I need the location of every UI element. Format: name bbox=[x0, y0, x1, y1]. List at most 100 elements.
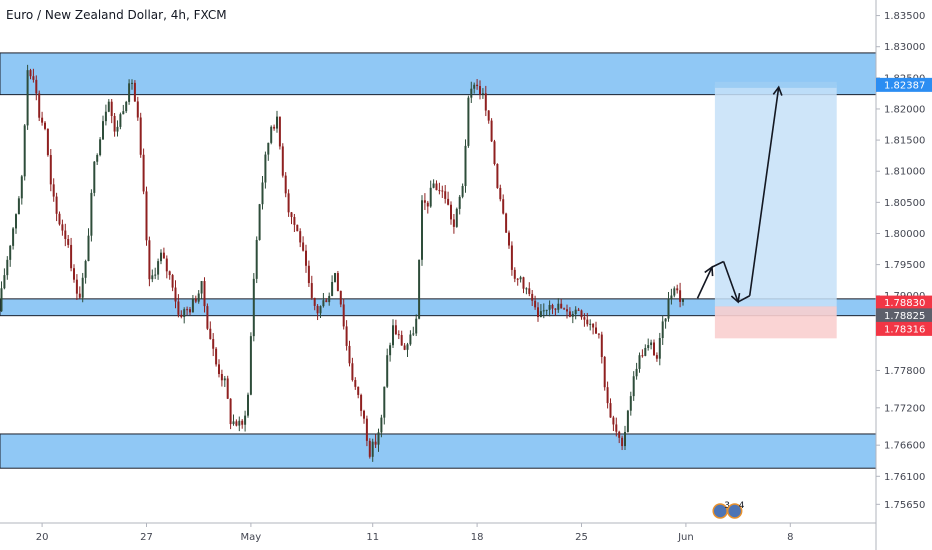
price-tick-label: 1.81500 bbox=[884, 136, 925, 147]
candle-bull bbox=[519, 277, 522, 280]
candle-bull bbox=[383, 386, 386, 418]
candle-bull bbox=[276, 116, 278, 129]
candle-bear bbox=[336, 273, 339, 291]
candle-bear bbox=[508, 232, 510, 246]
candle-bear bbox=[189, 309, 191, 313]
candle-bull bbox=[93, 161, 96, 193]
candle-bear bbox=[136, 101, 139, 118]
candle-bull bbox=[107, 101, 110, 112]
candle-bull bbox=[81, 277, 84, 298]
candle-bull bbox=[160, 252, 162, 262]
candle-bear bbox=[284, 175, 287, 194]
candle-bear bbox=[78, 293, 81, 298]
candle-bear bbox=[554, 308, 557, 310]
time-tick-label: 8 bbox=[787, 532, 793, 543]
candle-bull bbox=[87, 235, 90, 262]
price-tick-label: 1.82000 bbox=[884, 104, 925, 115]
candle-bear bbox=[287, 193, 290, 213]
event-marker-count: 4 bbox=[739, 501, 745, 511]
price-tick-label: 1.77800 bbox=[884, 366, 925, 377]
candle-bear bbox=[35, 79, 38, 94]
candle-bear bbox=[70, 244, 73, 269]
candle-bear bbox=[316, 305, 319, 314]
candle-bear bbox=[148, 240, 151, 280]
projection-segment bbox=[737, 295, 751, 303]
candle-bull bbox=[128, 83, 131, 102]
candle-bear bbox=[218, 364, 220, 375]
price-tick-label: 1.76100 bbox=[884, 472, 925, 483]
candle-bull bbox=[429, 187, 432, 207]
candle-bull bbox=[418, 259, 421, 319]
candle-bear bbox=[49, 155, 52, 185]
arrowhead bbox=[730, 292, 741, 304]
candle-bear bbox=[302, 242, 305, 251]
candles-layer bbox=[0, 64, 684, 462]
candle-bear bbox=[206, 306, 209, 329]
candle-bear bbox=[577, 309, 580, 311]
candle-bear bbox=[426, 202, 429, 207]
candle-bear bbox=[447, 198, 450, 205]
candle-bear bbox=[171, 275, 174, 288]
candle-bear bbox=[145, 191, 148, 241]
time-tick-label: 20 bbox=[36, 532, 49, 543]
candle-bear bbox=[278, 116, 281, 147]
candle-bull bbox=[200, 281, 203, 294]
candle-bear bbox=[438, 190, 441, 192]
stop-area bbox=[714, 306, 837, 339]
candle-bear bbox=[194, 298, 197, 302]
candle-bull bbox=[247, 394, 249, 416]
candle-bull bbox=[255, 239, 258, 279]
candle-bear bbox=[592, 323, 595, 328]
candle-bear bbox=[345, 326, 348, 346]
candle-bear bbox=[113, 115, 116, 132]
candle-bull bbox=[661, 321, 664, 339]
candle-bull bbox=[258, 204, 261, 240]
candle-bull bbox=[232, 421, 235, 425]
projection-segment bbox=[711, 260, 724, 268]
price-tick-label: 1.77200 bbox=[884, 403, 925, 414]
event-marker-icon bbox=[726, 503, 743, 519]
candle-bull bbox=[644, 347, 647, 356]
candle-bull bbox=[371, 441, 374, 457]
candle-bear bbox=[641, 355, 644, 357]
candle-bear bbox=[58, 213, 61, 225]
candle-bear bbox=[360, 394, 363, 411]
candle-bear bbox=[235, 421, 238, 426]
zone-support bbox=[0, 433, 877, 469]
candle-bull bbox=[3, 275, 6, 289]
candle-bull bbox=[380, 417, 383, 433]
candle-bull bbox=[412, 333, 415, 335]
candle-bear bbox=[203, 281, 206, 307]
candle-bear bbox=[452, 219, 455, 227]
candle-bear bbox=[600, 334, 603, 357]
candle-bear bbox=[522, 277, 525, 289]
candle-bear bbox=[476, 84, 479, 87]
candle-bear bbox=[46, 128, 49, 156]
candle-bull bbox=[421, 200, 423, 260]
candle-bear bbox=[55, 196, 58, 214]
candle-bull bbox=[432, 183, 435, 188]
candle-bear bbox=[499, 187, 502, 200]
price-tags: 1.82387 1.78830 1.78825 1.78316 bbox=[876, 77, 932, 336]
candle-bull bbox=[119, 114, 122, 127]
candle-bull bbox=[17, 198, 20, 215]
candle-bear bbox=[61, 224, 64, 231]
candle-bull bbox=[664, 318, 667, 322]
candle-bear bbox=[560, 303, 563, 309]
candle-bull bbox=[455, 208, 458, 227]
candle-bear bbox=[479, 86, 481, 95]
candle-bull bbox=[122, 111, 125, 115]
price-tick-label: 1.76600 bbox=[884, 441, 925, 452]
candle-bear bbox=[313, 297, 316, 306]
candle-bear bbox=[505, 213, 508, 233]
candle-bear bbox=[174, 287, 177, 302]
price-tick-label: 1.75650 bbox=[884, 500, 925, 511]
candle-bull bbox=[624, 431, 626, 447]
candle-bear bbox=[209, 328, 212, 340]
candle-bear bbox=[400, 335, 403, 346]
candle-bull bbox=[574, 309, 577, 314]
candle-bull bbox=[467, 97, 470, 146]
candle-bear bbox=[537, 307, 539, 318]
